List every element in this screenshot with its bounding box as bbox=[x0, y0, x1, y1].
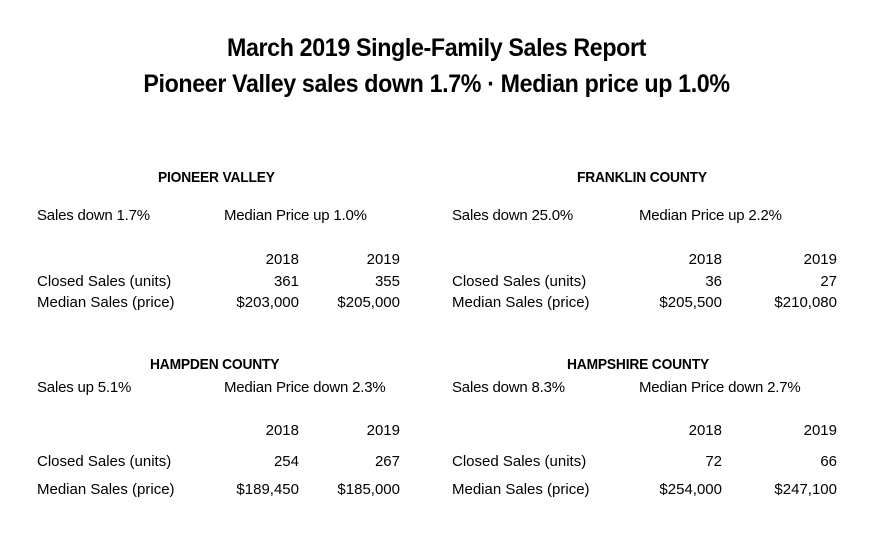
closed-sales-label: Closed Sales (units) bbox=[37, 453, 172, 470]
region-panel-hampshire-county: HAMPSHIRE COUNTY Sales down 8.3% Median … bbox=[415, 348, 837, 518]
sales-change: Sales down 25.0% bbox=[452, 207, 574, 224]
closed-sales-label: Closed Sales (units) bbox=[37, 273, 172, 290]
median-price-label: Median Sales (price) bbox=[37, 294, 175, 311]
sales-change: Sales down 8.3% bbox=[452, 379, 565, 396]
price-change: Median Price up 2.2% bbox=[639, 207, 782, 224]
region-panel-pioneer-valley: PIONEER VALLEY Sales down 1.7% Median Pr… bbox=[0, 160, 410, 330]
region-name: FRANKLIN COUNTY bbox=[577, 169, 707, 186]
median-price-2018: $189,450 bbox=[236, 481, 299, 498]
year-2019-header: 2019 bbox=[366, 251, 400, 268]
closed-sales-2018: 361 bbox=[273, 273, 299, 290]
closed-sales-2019: 355 bbox=[374, 273, 400, 290]
year-2018-header: 2018 bbox=[688, 251, 722, 268]
closed-sales-label: Closed Sales (units) bbox=[452, 453, 587, 470]
median-price-2019: $205,000 bbox=[337, 294, 400, 311]
report-title: March 2019 Single-Family Sales Report bbox=[226, 34, 647, 62]
closed-sales-2019: 27 bbox=[820, 273, 837, 290]
closed-sales-label: Closed Sales (units) bbox=[452, 273, 587, 290]
region-name: HAMPSHIRE COUNTY bbox=[567, 356, 709, 373]
median-price-2019: $185,000 bbox=[337, 481, 400, 498]
closed-sales-2019: 66 bbox=[820, 453, 837, 470]
sales-change: Sales down 1.7% bbox=[37, 207, 150, 224]
median-price-2019: $210,080 bbox=[774, 294, 837, 311]
year-2018-header: 2018 bbox=[265, 422, 299, 439]
median-price-2018: $254,000 bbox=[659, 481, 722, 498]
closed-sales-2018: 72 bbox=[705, 453, 722, 470]
median-price-label: Median Sales (price) bbox=[37, 481, 175, 498]
price-change: Median Price up 1.0% bbox=[224, 207, 367, 224]
price-change: Median Price down 2.3% bbox=[224, 379, 386, 396]
year-2019-header: 2019 bbox=[803, 422, 837, 439]
sales-change: Sales up 5.1% bbox=[37, 379, 132, 396]
report-subtitle: Pioneer Valley sales down 1.7% · Median … bbox=[143, 70, 730, 98]
median-price-label: Median Sales (price) bbox=[452, 294, 590, 311]
region-panel-hampden-county: HAMPDEN COUNTY Sales up 5.1% Median Pric… bbox=[0, 348, 410, 518]
region-panel-franklin-county: FRANKLIN COUNTY Sales down 25.0% Median … bbox=[415, 160, 837, 330]
median-price-2018: $203,000 bbox=[236, 294, 299, 311]
closed-sales-2018: 36 bbox=[705, 273, 722, 290]
year-2019-header: 2019 bbox=[803, 251, 837, 268]
year-2018-header: 2018 bbox=[265, 251, 299, 268]
median-price-2019: $247,100 bbox=[774, 481, 837, 498]
region-name: HAMPDEN COUNTY bbox=[150, 356, 280, 373]
year-2018-header: 2018 bbox=[688, 422, 722, 439]
median-price-label: Median Sales (price) bbox=[452, 481, 590, 498]
price-change: Median Price down 2.7% bbox=[639, 379, 801, 396]
closed-sales-2019: 267 bbox=[374, 453, 400, 470]
closed-sales-2018: 254 bbox=[273, 453, 299, 470]
median-price-2018: $205,500 bbox=[659, 294, 722, 311]
year-2019-header: 2019 bbox=[366, 422, 400, 439]
region-name: PIONEER VALLEY bbox=[158, 169, 275, 186]
